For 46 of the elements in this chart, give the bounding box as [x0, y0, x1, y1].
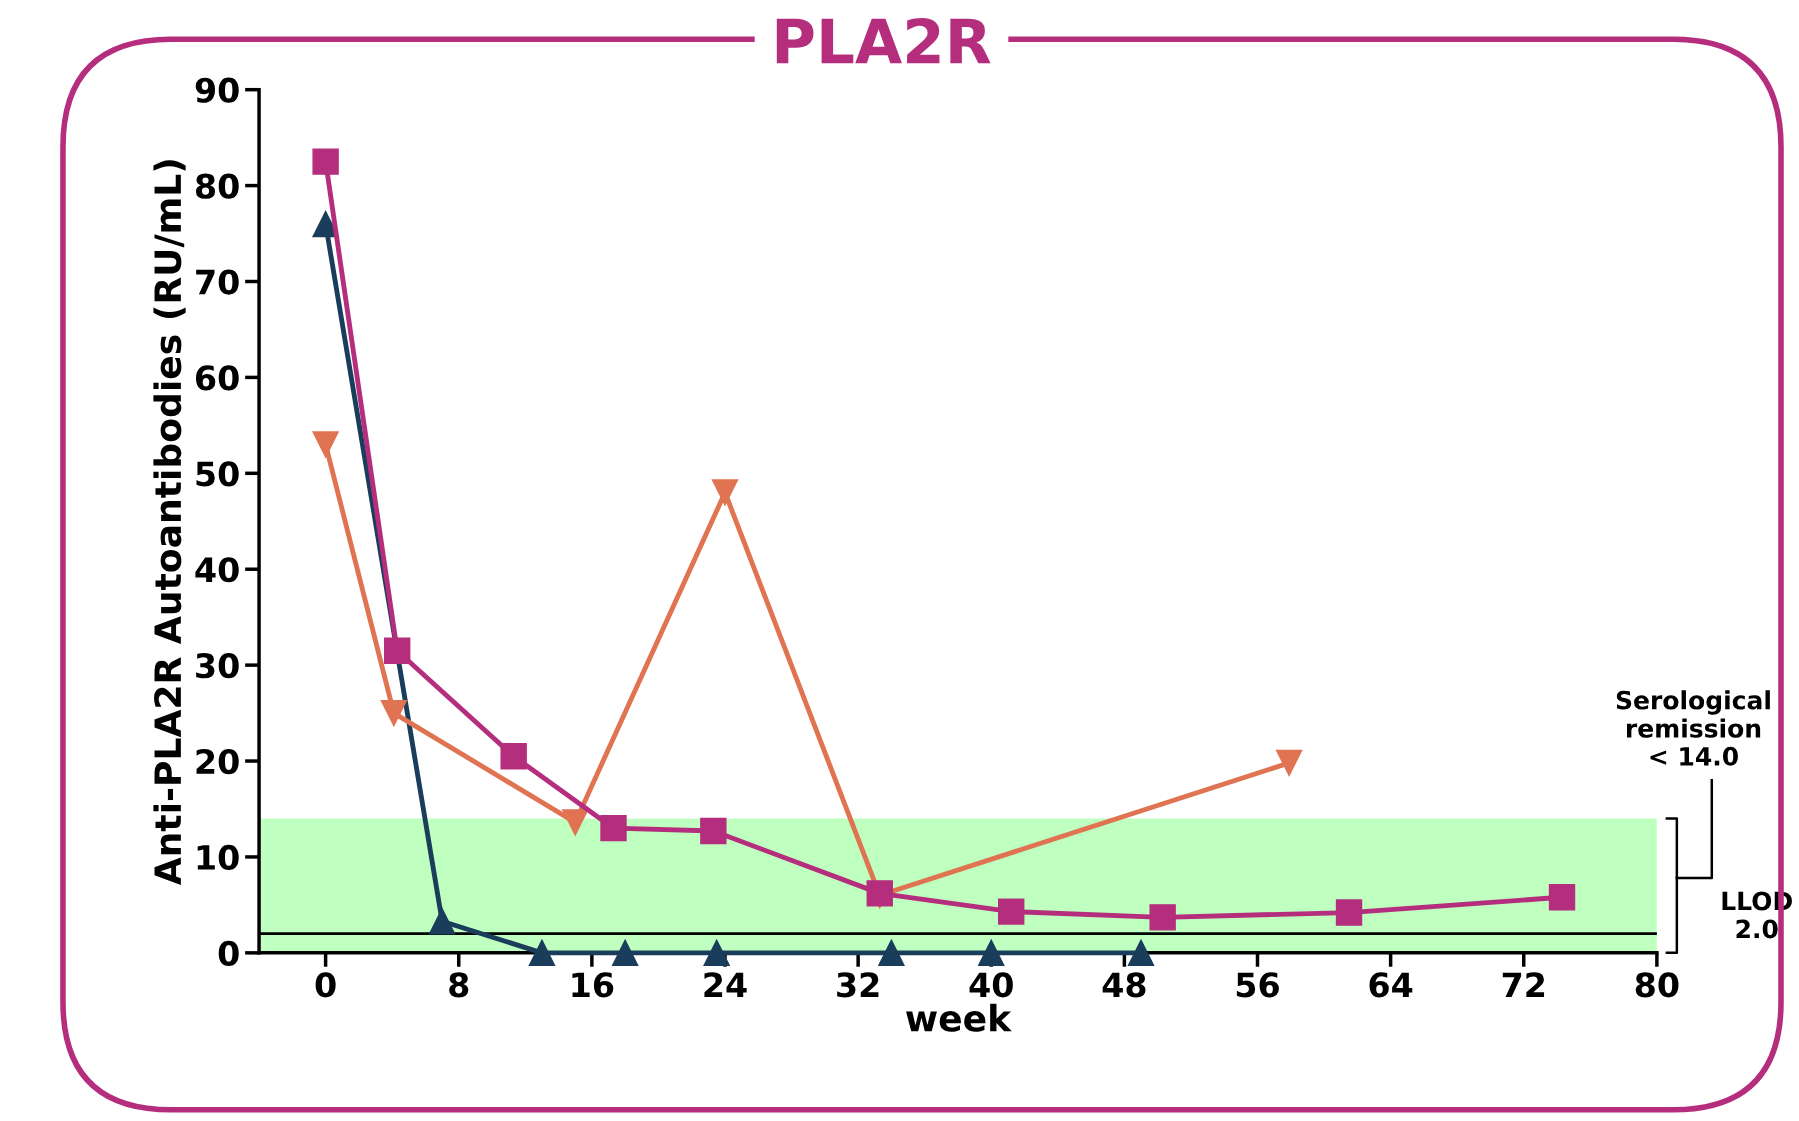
- point: [978, 939, 1005, 967]
- point: [500, 743, 527, 770]
- x-tick-label: 40: [969, 972, 1013, 998]
- point: [380, 699, 408, 727]
- x-tick-label: 80: [1635, 972, 1679, 998]
- x-tick-label: 72: [1502, 972, 1545, 997]
- y-tick-label: 30: [196, 653, 239, 679]
- point: [878, 939, 905, 967]
- y-tick-label: 60: [195, 365, 239, 391]
- point: [611, 939, 639, 967]
- y-tick-label: 80: [195, 173, 239, 199]
- y-tick-label: 90: [195, 77, 239, 103]
- x-axis-title: week: [906, 1003, 1012, 1032]
- x-tick-label: 0: [315, 972, 336, 998]
- point: [998, 898, 1025, 925]
- x-tick-label: 56: [1236, 972, 1279, 998]
- point: [1275, 749, 1303, 777]
- y-tick-label: 70: [196, 269, 239, 295]
- x-tick-label: 16: [572, 972, 614, 998]
- x-tick-label: 8: [449, 972, 469, 998]
- point: [1335, 899, 1363, 926]
- point: [428, 908, 456, 935]
- x-tick-label: 24: [704, 972, 747, 997]
- y-tick-label: 20: [196, 748, 239, 775]
- chart-title: PLA2R: [776, 17, 991, 64]
- point: [600, 814, 627, 842]
- point: [700, 817, 727, 845]
- point: [703, 939, 730, 967]
- point: [528, 939, 556, 967]
- point: [312, 431, 339, 458]
- point: [1149, 904, 1176, 931]
- y-tick-label: 40: [195, 557, 239, 583]
- x-tick-label: 32: [837, 972, 879, 998]
- point: [383, 637, 411, 664]
- point: [1548, 884, 1576, 911]
- y-axis-title: Anti-PLA2R Autoantibodies (RU/mL): [153, 160, 186, 886]
- y-tick-label: 50: [196, 461, 239, 487]
- x-tick-label: 48: [1102, 972, 1146, 998]
- point: [1127, 939, 1155, 967]
- point: [562, 809, 589, 836]
- x-tick-label: 64: [1369, 972, 1413, 998]
- band-label: Serological remission < 14.0: [1616, 690, 1770, 766]
- point: [711, 479, 739, 506]
- point: [312, 148, 339, 175]
- y-tick-label: 0: [218, 940, 239, 966]
- y-tick-label: 10: [197, 844, 239, 871]
